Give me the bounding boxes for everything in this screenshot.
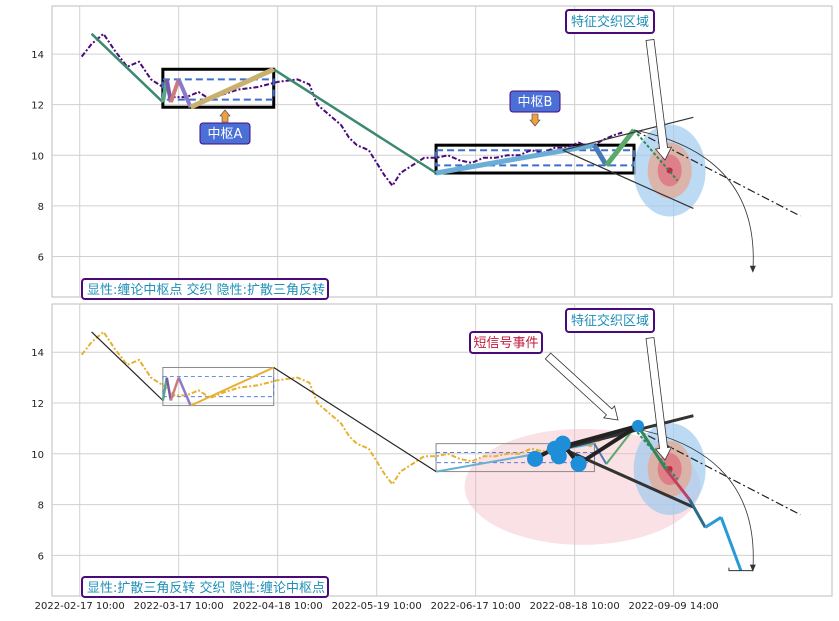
top-zigzag-up-c (604, 128, 636, 167)
x-tick-label-2: 2022-04-18 10:00 (233, 601, 323, 612)
bottom-y-tick-label-14: 14 (31, 348, 44, 359)
bottom-forecast-seg-0 (636, 425, 667, 470)
legend-top-text: 显性:缠论中枢点 交织 隐性:扩散三角反转 (87, 282, 325, 298)
label-zs-b-text: 中枢B (518, 95, 553, 110)
top-projection-line (633, 129, 801, 217)
bottom-zigzag-up-a (190, 366, 275, 407)
top-zigzag-up-b (435, 142, 595, 176)
bottom-zhongshu-wiggle-0 (161, 377, 169, 401)
top-y-tick-label-6: 6 (38, 253, 44, 264)
callout-feature-bottom-shape (645, 337, 673, 461)
top-zigzag-seg-2 (90, 32, 164, 104)
bottom-zhongshu-mid-1 (435, 452, 595, 464)
bottom-projection-line (633, 427, 801, 516)
bottom-panel-frame (51, 303, 833, 597)
top-y-tick-label-12: 12 (31, 101, 44, 112)
bottom-zhongshu-wiggle-3 (177, 377, 192, 407)
top-y-tick-label-14: 14 (31, 50, 44, 61)
bottom-zigzag-down-b (593, 443, 608, 465)
top-y-tick-label-10: 10 (31, 151, 44, 162)
x-tick-label-0: 2022-02-17 10:00 (35, 601, 125, 612)
top-zigzag-seg-1 (273, 68, 437, 175)
bottom-forecast-seg-3 (704, 516, 722, 529)
bottom-zigzag-seg-0 (91, 331, 164, 401)
top-triangle-line-0 (562, 116, 694, 151)
label-signal-event-text: 短信号事件 (473, 336, 538, 351)
label-feature-top-text: 特征交织区域 (571, 14, 649, 30)
bottom-end-bracket (728, 567, 754, 572)
x-tick-label-4: 2022-06-17 10:00 (431, 601, 521, 612)
top-panel-frame (51, 5, 833, 298)
callout-feature-top-shape (645, 39, 673, 161)
bottom-signal-point-4 (570, 455, 587, 472)
label-feature-bottom-text: 特征交织区域 (571, 313, 649, 329)
legend-bottom-text: 显性:扩散三角反转 交织 隐性:缠论中枢点 (87, 580, 325, 596)
label-zs-a-text: 中枢A (208, 127, 243, 142)
bottom-y-tick-label-6: 6 (38, 551, 44, 562)
label-zs-b: 中枢B (509, 90, 561, 113)
top-panel (80, 32, 801, 273)
top-projection-green (633, 129, 679, 182)
label-feature-top: 特征交织区域 (565, 9, 655, 34)
top-zigzag-up-a (189, 67, 275, 110)
callout-signal-event (544, 352, 619, 421)
bottom-y-tick-label-10: 10 (31, 450, 44, 461)
bottom-y-tick-label-8: 8 (38, 501, 44, 512)
top-zhongshu-mid-0 (161, 78, 275, 101)
axis-layer: 2022-02-17 10:00 2022-03-17 10:00 2022-04-… (31, 39, 719, 612)
top-triangle-line-1 (562, 149, 694, 209)
top-zhongshu-mid-1 (435, 149, 636, 167)
label-signal-event: 短信号事件 (469, 331, 543, 354)
label-feature-bottom: 特征交织区域 (565, 308, 655, 333)
callout-feature-top (645, 39, 673, 161)
callout-signal-event-shape (544, 352, 619, 421)
legend-bottom: 显性:扩散三角反转 交织 隐性:缠论中枢点 (81, 576, 329, 598)
legend-top: 显性:缠论中枢点 交织 隐性:扩散三角反转 (81, 278, 329, 300)
bottom-zigzag-seg-1 (273, 366, 437, 473)
label-zs-a: 中枢A (199, 122, 251, 145)
bottom-signal-point-2 (554, 435, 571, 452)
x-tick-label-6: 2022-09-09 14:00 (629, 601, 719, 612)
top-zhongshu-box-1 (434, 143, 636, 175)
bottom-zhongshu-wiggle-1 (165, 377, 173, 401)
bottom-signal-point-3 (550, 448, 567, 465)
bottom-forecast-seg-2 (688, 498, 707, 529)
bottom-y-tick-label-12: 12 (31, 399, 44, 410)
x-tick-label-1: 2022-03-17 10:00 (134, 601, 224, 612)
x-tick-label-3: 2022-05-19 10:00 (332, 601, 422, 612)
top-zhongshu-wiggle-3 (176, 78, 193, 108)
arrow-zs-a (219, 109, 231, 123)
bottom-signal-point-5 (631, 419, 644, 432)
callout-feature-bottom (645, 337, 673, 461)
top-y-tick-label-8: 8 (38, 202, 44, 213)
bottom-projection-green (633, 427, 679, 480)
bottom-zigzag-up-c (605, 427, 635, 465)
x-tick-label-5: 2022-08-18 10:00 (530, 601, 620, 612)
bottom-panel (80, 330, 801, 572)
top-zigzag-down-b (592, 143, 609, 167)
bottom-forecast-seg-1 (664, 468, 691, 501)
bottom-zhongshu-wiggle-2 (169, 377, 180, 401)
bottom-signal-point-0 (527, 450, 544, 467)
top-zhongshu-wiggle-2 (168, 78, 181, 103)
bottom-forecast-seg-4 (719, 516, 743, 572)
top-curved-arrow-head (749, 265, 756, 273)
arrow-zs-b (529, 113, 541, 127)
bottom-price-line (80, 330, 623, 487)
bottom-signal-link-2 (577, 424, 640, 466)
